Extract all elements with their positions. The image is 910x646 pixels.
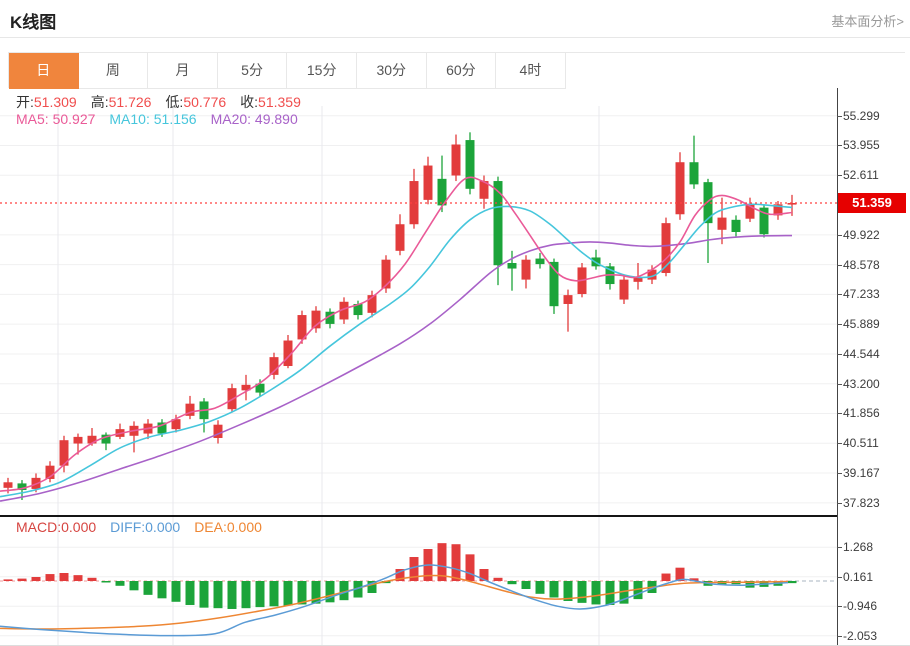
ohlc-label: 收:: [240, 94, 259, 110]
ohlc-label: 低:: [165, 94, 184, 110]
tab-日[interactable]: 日: [9, 53, 79, 89]
ma-legend-item-ma20: MA20: 49.890: [210, 111, 298, 127]
tab-月[interactable]: 月: [148, 53, 218, 89]
tick-mark: [837, 636, 842, 637]
tab-15分[interactable]: 15分: [287, 53, 357, 89]
tab-周[interactable]: 周: [78, 53, 149, 89]
page-title: K线图: [10, 13, 57, 32]
tick-mark: [837, 324, 842, 325]
panel-separator: [0, 515, 838, 517]
price-tick: 49.922: [843, 228, 880, 242]
candlestick-chart[interactable]: [0, 88, 838, 517]
tick-mark: [837, 175, 842, 176]
ma-legend-item-ma5: MA5: 50.927: [16, 111, 96, 127]
price-tick: 40.511: [843, 436, 879, 450]
tick-mark: [837, 235, 842, 236]
tick-mark: [837, 145, 842, 146]
macd-tick: 1.268: [843, 540, 874, 554]
price-tick: 43.200: [843, 377, 880, 391]
tick-mark: [837, 473, 842, 474]
ohlc-value: 51.726: [108, 94, 152, 110]
macd-legend: MACD:0.000 DIFF:0.000 DEA:0.000: [16, 519, 276, 535]
tab-5分[interactable]: 5分: [217, 53, 288, 89]
header-divider: [0, 37, 910, 38]
tab-60分[interactable]: 60分: [426, 53, 497, 89]
current-price-badge: 51.359: [838, 193, 906, 213]
tabbar-extension-line: [565, 52, 905, 53]
ohlc-value: 50.776: [183, 94, 227, 110]
price-tick: 48.578: [843, 258, 880, 272]
tick-mark: [837, 294, 842, 295]
tick-mark: [837, 413, 842, 414]
ohlc-value: 51.359: [258, 94, 301, 110]
tick-mark: [837, 265, 842, 266]
price-tick: 53.955: [843, 138, 880, 152]
tick-mark: [837, 547, 842, 548]
price-tick: 55.299: [843, 109, 880, 123]
ohlc-value: 51.309: [33, 94, 77, 110]
ma-legend-item-ma10: MA10: 51.156: [109, 111, 197, 127]
tick-mark: [837, 384, 842, 385]
tick-mark: [837, 443, 842, 444]
price-tick: 39.167: [843, 466, 880, 480]
tick-mark: [837, 606, 842, 607]
tab-30分[interactable]: 30分: [356, 53, 427, 89]
price-axis-line: [837, 88, 838, 646]
macd-tick: 0.161: [843, 570, 874, 584]
price-tick: 44.544: [843, 347, 880, 361]
price-tick: 37.823: [843, 496, 880, 510]
macd-legend-item-diff: DIFF:0.000: [110, 519, 181, 535]
ohlc-label: 开:: [16, 94, 34, 110]
price-tick: 47.233: [843, 287, 880, 301]
macd-tick: -0.946: [843, 599, 878, 613]
price-tick: 52.611: [843, 168, 879, 182]
period-tabbar: 日周月 5分 15分 30分 60分 4时: [8, 52, 566, 89]
tick-mark: [837, 116, 842, 117]
price-tick: 45.889: [843, 317, 880, 331]
macd-chart[interactable]: [0, 517, 838, 646]
tick-mark: [837, 503, 842, 504]
macd-legend-item-macd: MACD:0.000: [16, 519, 97, 535]
price-tick: 41.856: [843, 406, 880, 420]
fundamental-analysis-link[interactable]: 基本面分析>: [831, 14, 904, 29]
tick-mark: [837, 577, 842, 578]
ohlc-readout: 开:51.309 高:51.726 低:50.776 收:51.359: [16, 92, 315, 112]
tick-mark: [837, 354, 842, 355]
ma-legend: MA5: 50.927 MA10: 51.156 MA20: 49.890: [16, 111, 312, 127]
macd-legend-item-dea: DEA:0.000: [194, 519, 262, 535]
ohlc-label: 高:: [90, 94, 109, 110]
macd-tick: -2.053: [843, 629, 878, 643]
tab-4时[interactable]: 4时: [496, 53, 566, 89]
